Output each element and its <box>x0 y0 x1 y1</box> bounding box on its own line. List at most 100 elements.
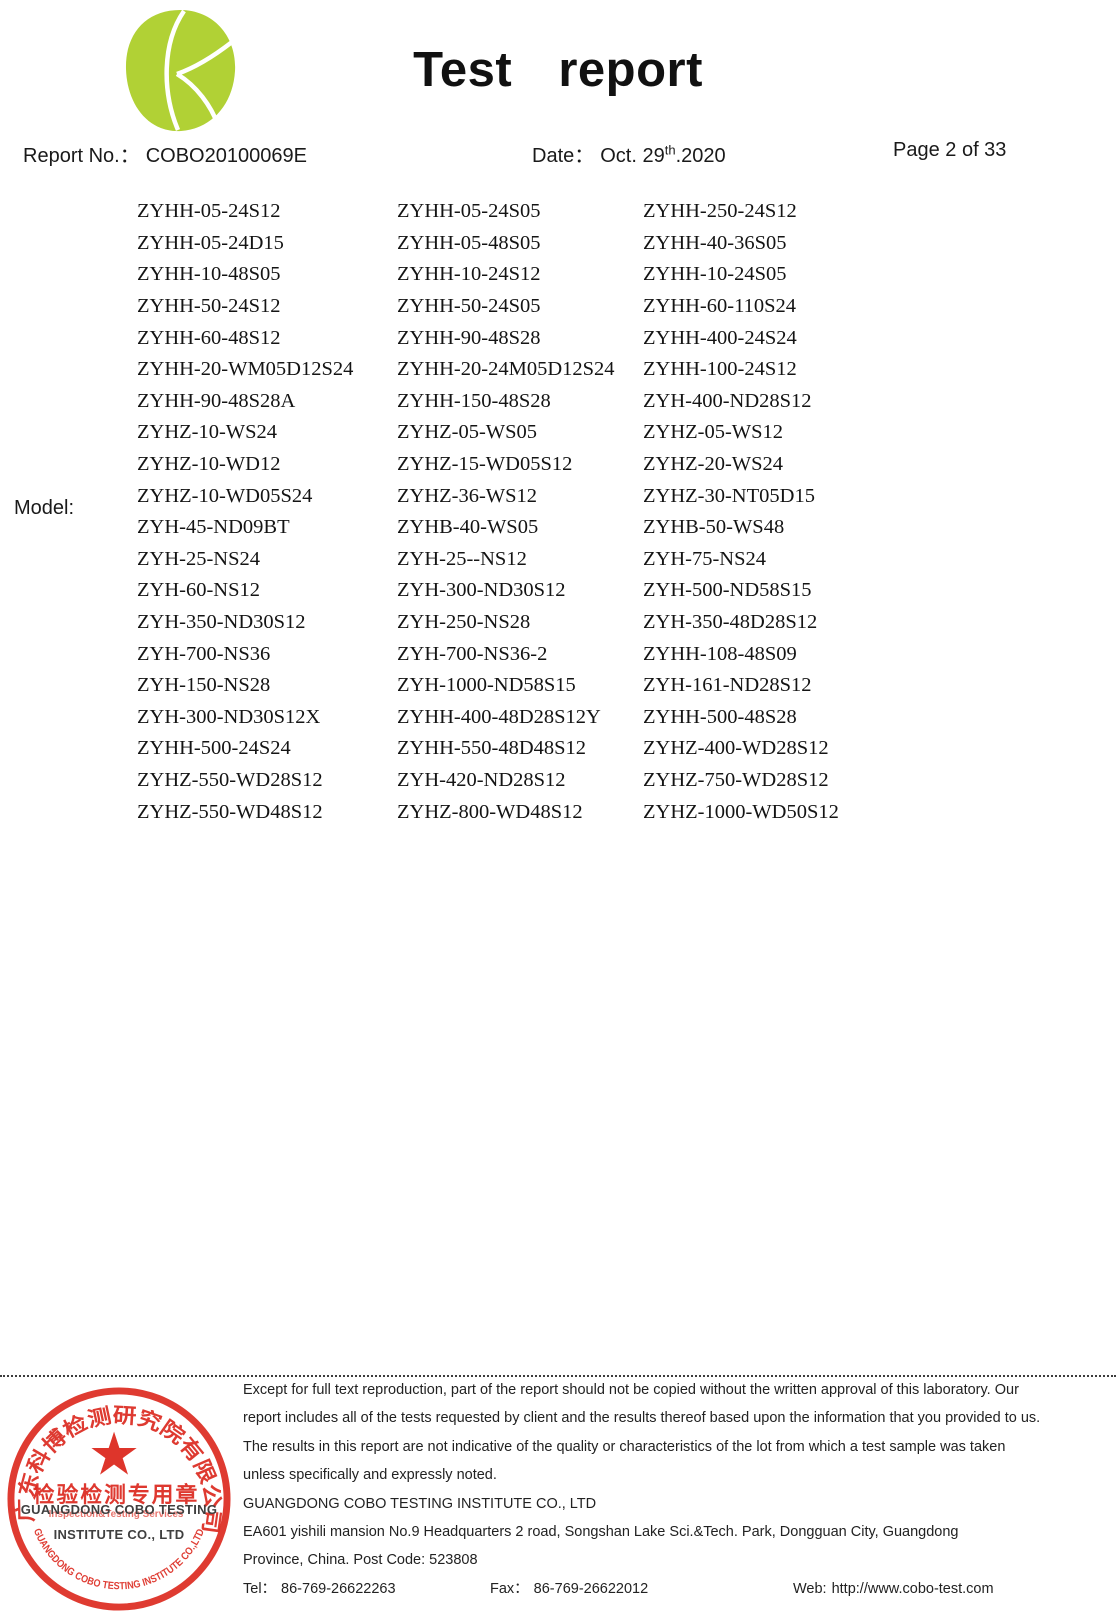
report-date-label: Date： <box>532 145 595 167</box>
model-cell: ZYH-300-ND30S12X <box>137 705 321 728</box>
model-cell: ZYHH-90-48S28A <box>137 389 296 412</box>
model-cell: ZYH-25--NS12 <box>397 547 527 570</box>
model-cell: ZYHH-20-WM05D12S24 <box>137 358 354 381</box>
model-cell: ZYH-150-NS28 <box>137 674 271 697</box>
tel-label: Tel： <box>243 1580 277 1597</box>
model-label: Model: <box>14 497 75 519</box>
model-cell: ZYH-45-ND09BT <box>137 516 290 539</box>
page-indicator: Page 2 of 33 <box>893 139 1007 161</box>
model-cell: ZYHH-500-48S28 <box>643 705 797 728</box>
tel-value: 86-769-26622263 <box>281 1580 396 1597</box>
model-cell: ZYH-700-NS36-2 <box>397 642 548 665</box>
model-cell: ZYH-1000-ND58S15 <box>397 674 576 697</box>
model-cell: ZYHH-400-48D28S12Y <box>397 705 601 728</box>
model-cell: ZYHZ-10-WD12 <box>137 453 281 476</box>
model-cell: ZYH-420-ND28S12 <box>397 768 566 791</box>
model-cell: ZYHZ-15-WD05S12 <box>397 453 573 476</box>
model-cell: ZYHZ-550-WD28S12 <box>137 768 323 791</box>
model-cell: ZYH-161-ND28S12 <box>643 674 812 697</box>
star-icon <box>91 1431 137 1475</box>
model-cell: ZYHZ-800-WD48S12 <box>397 800 583 823</box>
model-cell: ZYHH-10-24S05 <box>643 263 787 286</box>
page-title: Test report <box>413 43 703 97</box>
report-number: Report No.： COBO20100069E <box>23 139 307 168</box>
web-value: http://www.cobo-test.com <box>831 1580 994 1597</box>
model-cell: ZYHH-250-24S12 <box>643 200 797 223</box>
contact-line: Tel： 86-769-26622263 Fax： 86-769-26622012 … <box>243 1575 1103 1603</box>
disclaimer-line: report includes all of the tests request… <box>243 1410 1041 1427</box>
model-cell: ZYHH-108-48S09 <box>643 642 797 665</box>
report-date-value: Oct. 29th.2020 <box>600 142 726 167</box>
web-entry: Web: http://www.cobo-test.com <box>793 1575 994 1603</box>
web-label: Web: <box>793 1580 827 1597</box>
logo-curve-left <box>164 9 186 131</box>
model-cell: ZYHH-550-48D48S12 <box>397 737 587 760</box>
disclaimer-line: The results in this report are not indic… <box>243 1438 1006 1455</box>
model-cell: ZYHZ-10-WD05S24 <box>137 484 313 507</box>
tel-entry: Tel： 86-769-26622263 <box>243 1575 396 1603</box>
fax-label: Fax： <box>490 1580 529 1597</box>
model-cell: ZYHH-40-36S05 <box>643 231 787 254</box>
model-cell: ZYHH-150-48S28 <box>397 389 551 412</box>
model-cell: ZYHH-100-24S12 <box>643 358 797 381</box>
model-cell: ZYH-350-ND30S12 <box>137 611 306 634</box>
report-number-value: COBO20100069E <box>145 145 307 167</box>
stamp-center-text: 检验检测专用章 <box>33 1482 199 1507</box>
model-cell: ZYHH-05-24S05 <box>397 200 541 223</box>
disclaimer-line: unless specifically and expressly noted. <box>243 1467 497 1484</box>
footer-divider <box>0 1375 1116 1377</box>
model-cell: ZYHH-10-24S12 <box>397 263 541 286</box>
model-cell: ZYH-300-ND30S12 <box>397 579 566 602</box>
model-cell: ZYH-250-NS28 <box>397 611 531 634</box>
model-cell: ZYHZ-1000-WD50S12 <box>643 800 839 823</box>
report-number-label: Report No.： <box>23 145 140 167</box>
model-cell: ZYHB-50-WS48 <box>643 516 785 539</box>
model-list: ZYHH-05-24S12 ZYHH-05-24S05 ZYHH-250-24S12… <box>137 196 973 828</box>
model-cell: ZYHZ-30-NT05D15 <box>643 484 815 507</box>
model-cell: ZYHH-500-24S24 <box>137 737 291 760</box>
company-name: GUANGDONG COBO TESTING INSTITUTE CO., LT… <box>243 1495 597 1512</box>
model-cell: ZYHZ-20-WS24 <box>643 453 784 476</box>
model-cell: ZYHZ-05-WS05 <box>397 421 538 444</box>
address-line-2: Province, China. Post Code: 523808 <box>243 1552 478 1569</box>
stamp-sub-text: Inspection&Testing Services <box>49 1509 184 1520</box>
model-cell: ZYH-700-NS36 <box>137 642 271 665</box>
model-cell: ZYH-500-ND58S15 <box>643 579 812 602</box>
model-cell: ZYH-25-NS24 <box>137 547 260 570</box>
model-cell: ZYHZ-400-WD28S12 <box>643 737 829 760</box>
address-line-1: EA601 yishili mansion No.9 Headquarters … <box>243 1524 959 1541</box>
date-ordinal-superscript: th <box>664 142 676 158</box>
stamp-overlay-company-line1: GUANGDONG COBO TESTING <box>20 1502 218 1517</box>
stamp-overlay-company-line2: INSTITUTE CO., LTD <box>53 1527 185 1542</box>
model-cell: ZYHZ-10-WS24 <box>137 421 278 444</box>
model-cell: ZYH-75-NS24 <box>643 547 766 570</box>
model-cell: ZYHH-400-24S24 <box>643 326 797 349</box>
report-date: Date： Oct. 29th.2020 <box>532 139 726 168</box>
model-cell: ZYHH-20-24M05D12S24 <box>397 358 615 381</box>
model-cell: ZYH-60-NS12 <box>137 579 260 602</box>
model-cell: ZYHZ-750-WD28S12 <box>643 768 829 791</box>
model-cell: ZYHZ-550-WD48S12 <box>137 800 323 823</box>
logo-curve-upper <box>176 40 234 77</box>
disclaimer-line: Except for full text reproduction, part … <box>243 1382 1019 1398</box>
model-cell: ZYHH-60-48S12 <box>137 326 281 349</box>
model-cell: ZYHH-05-24D15 <box>137 231 284 254</box>
model-cell: ZYHH-90-48S28 <box>397 326 541 349</box>
fax-value: 86-769-26622012 <box>533 1580 649 1597</box>
logo-curve-lower <box>175 72 221 126</box>
cobo-logo-icon <box>125 9 236 132</box>
company-stamp-seal: 广东科博检测研究院有限公司 检验检测专用章 Inspection&Testing… <box>7 1387 231 1611</box>
model-cell: ZYHH-50-24S05 <box>397 295 541 318</box>
model-cell: ZYHH-60-110S24 <box>643 295 796 318</box>
model-cell: ZYHH-05-48S05 <box>397 231 541 254</box>
model-cell: ZYHB-40-WS05 <box>397 516 539 539</box>
fax-entry: Fax： 86-769-26622012 <box>490 1575 648 1603</box>
model-cell: ZYHH-05-24S12 <box>137 200 281 223</box>
model-cell: ZYH-400-ND28S12 <box>643 389 812 412</box>
model-cell: ZYH-350-48D28S12 <box>643 611 818 634</box>
model-cell: ZYHH-50-24S12 <box>137 295 281 318</box>
model-cell: ZYHZ-05-WS12 <box>643 421 784 444</box>
footer-text-block: Except for full text reproduction, part … <box>243 1376 1103 1603</box>
model-cell: ZYHH-10-48S05 <box>137 263 281 286</box>
